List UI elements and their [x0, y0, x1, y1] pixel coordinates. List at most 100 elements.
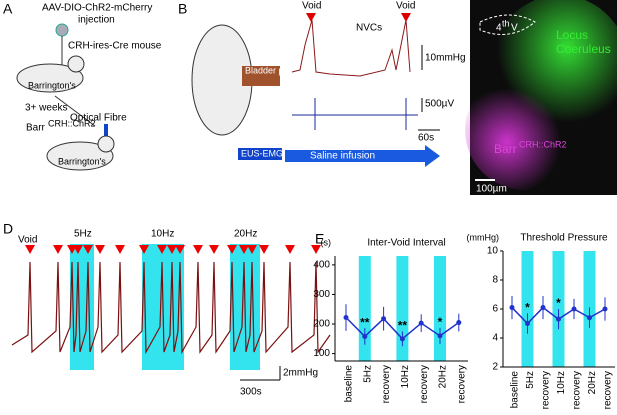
y-axis-label: (s)	[321, 237, 332, 247]
label: Optical Fibre	[70, 113, 127, 124]
mouse-ear	[97, 135, 115, 153]
void-marker	[157, 245, 167, 254]
mean-point	[456, 320, 462, 326]
panel-label: B	[178, 1, 187, 17]
void-marker	[83, 245, 93, 254]
label: CRH::ChR2	[519, 139, 567, 149]
y-tick-label: 100	[313, 348, 330, 359]
label: Void	[18, 235, 37, 246]
mean-point	[509, 305, 515, 311]
tag	[242, 66, 280, 86]
void-marker	[259, 245, 269, 254]
mean-point	[556, 316, 561, 322]
mouse-ear	[67, 55, 85, 73]
annotation: **	[398, 319, 408, 333]
y-tick-label: 4	[492, 333, 498, 344]
pressure-trace	[291, 19, 411, 77]
mean-point	[399, 336, 405, 342]
x-tick-label: recovery	[572, 371, 583, 409]
x-tick-label: 5Hz	[362, 365, 373, 383]
void-marker	[193, 245, 203, 254]
label: 2mmHg	[283, 368, 318, 379]
void-marker	[53, 245, 63, 254]
mean-point	[381, 316, 387, 322]
stim-band	[434, 256, 446, 361]
x-tick-label: recovery	[456, 365, 467, 403]
panel-label: E	[315, 231, 324, 247]
mean-point	[525, 321, 530, 326]
void-marker	[239, 245, 249, 254]
label: 10Hz	[151, 229, 174, 240]
annotation: **	[360, 315, 370, 329]
y-axis-label: (mmHg)	[467, 232, 500, 242]
y-tick-label: 6	[492, 304, 498, 315]
y-tick-label: 200	[313, 319, 330, 330]
mean-point	[437, 333, 443, 339]
x-tick-label: 5Hz	[525, 371, 536, 389]
arrow	[54, 95, 96, 127]
panel-b: Bladder pressure EUS-EMG Void Void NVCs …	[191, 1, 466, 167]
void-marker	[175, 245, 185, 254]
x-tick-label: 20Hz	[438, 365, 449, 388]
label: Barrington's	[58, 156, 106, 166]
virus-icon	[55, 23, 69, 37]
void-marker	[139, 245, 149, 254]
chart-title: Threshold Pressure	[520, 233, 608, 244]
label: Void	[302, 1, 321, 12]
label: CRH-ires-Cre mouse	[68, 41, 162, 52]
mean-point	[362, 333, 368, 339]
x-tick-label: 10Hz	[400, 365, 411, 388]
void-marker	[25, 245, 35, 254]
panel-a: AAV-DIO-ChR2-mCherry injection CRH-ires-…	[16, 3, 162, 171]
x-tick-label: baseline	[344, 365, 355, 403]
void-marker	[306, 13, 316, 22]
y-tick-label: 8	[492, 275, 498, 286]
mouse	[46, 141, 114, 171]
label: 300s	[240, 387, 262, 398]
label: th	[502, 18, 510, 28]
label: Barrington's	[28, 80, 76, 90]
label: Coeruleus	[556, 42, 611, 56]
y-tick-label: 400	[313, 260, 330, 271]
ventricle-outline	[479, 14, 536, 35]
y-tick-label: 300	[313, 289, 330, 300]
mean-point	[540, 305, 546, 311]
label: EUS-EMG	[241, 148, 283, 158]
x-tick-label: 10Hz	[556, 371, 567, 394]
y-tick-label: 10	[487, 246, 499, 257]
void-marker	[401, 13, 411, 22]
label: 500µV	[425, 99, 454, 110]
panel-c: 4 th V Locus Coeruleus Barr CRH::ChR2 10…	[465, 0, 617, 195]
void-marker	[167, 245, 177, 254]
x-tick-label: recovery	[381, 365, 392, 403]
magenta-signal	[465, 70, 585, 190]
void-marker	[73, 245, 83, 254]
void-marker	[95, 245, 105, 254]
label: Saline infusion	[310, 151, 375, 162]
label: 3+ weeks	[25, 103, 68, 114]
label: 5Hz	[74, 229, 92, 240]
mean-point	[418, 320, 424, 326]
mean-point	[343, 315, 349, 321]
void-marker	[285, 245, 295, 254]
mean-point	[571, 306, 577, 312]
x-tick-label: baseline	[510, 371, 521, 409]
label: NVCs	[356, 23, 382, 34]
x-tick-label: recovery	[603, 371, 614, 409]
annotation: *	[525, 301, 530, 315]
void-marker	[209, 245, 219, 254]
mean-point	[587, 315, 592, 321]
void-marker	[227, 245, 237, 254]
label: Bladder pressure	[245, 65, 314, 75]
pressure-trace	[11, 261, 331, 355]
panel-label: D	[3, 221, 13, 237]
label: injection	[78, 15, 115, 26]
stim-band	[521, 251, 534, 367]
chart-title: Inter-Void Interval	[367, 238, 445, 249]
label: Void	[396, 1, 415, 12]
annotation: *	[438, 315, 443, 329]
mouse	[16, 63, 84, 93]
label: V	[511, 23, 518, 34]
panel-d: 5Hz 10Hz 20Hz Void 300s 2mmHg	[18, 229, 318, 398]
